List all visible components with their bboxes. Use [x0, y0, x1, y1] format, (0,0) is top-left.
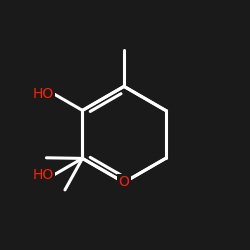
Text: HO: HO: [33, 87, 54, 101]
Text: O: O: [118, 176, 130, 190]
Text: HO: HO: [33, 168, 54, 182]
